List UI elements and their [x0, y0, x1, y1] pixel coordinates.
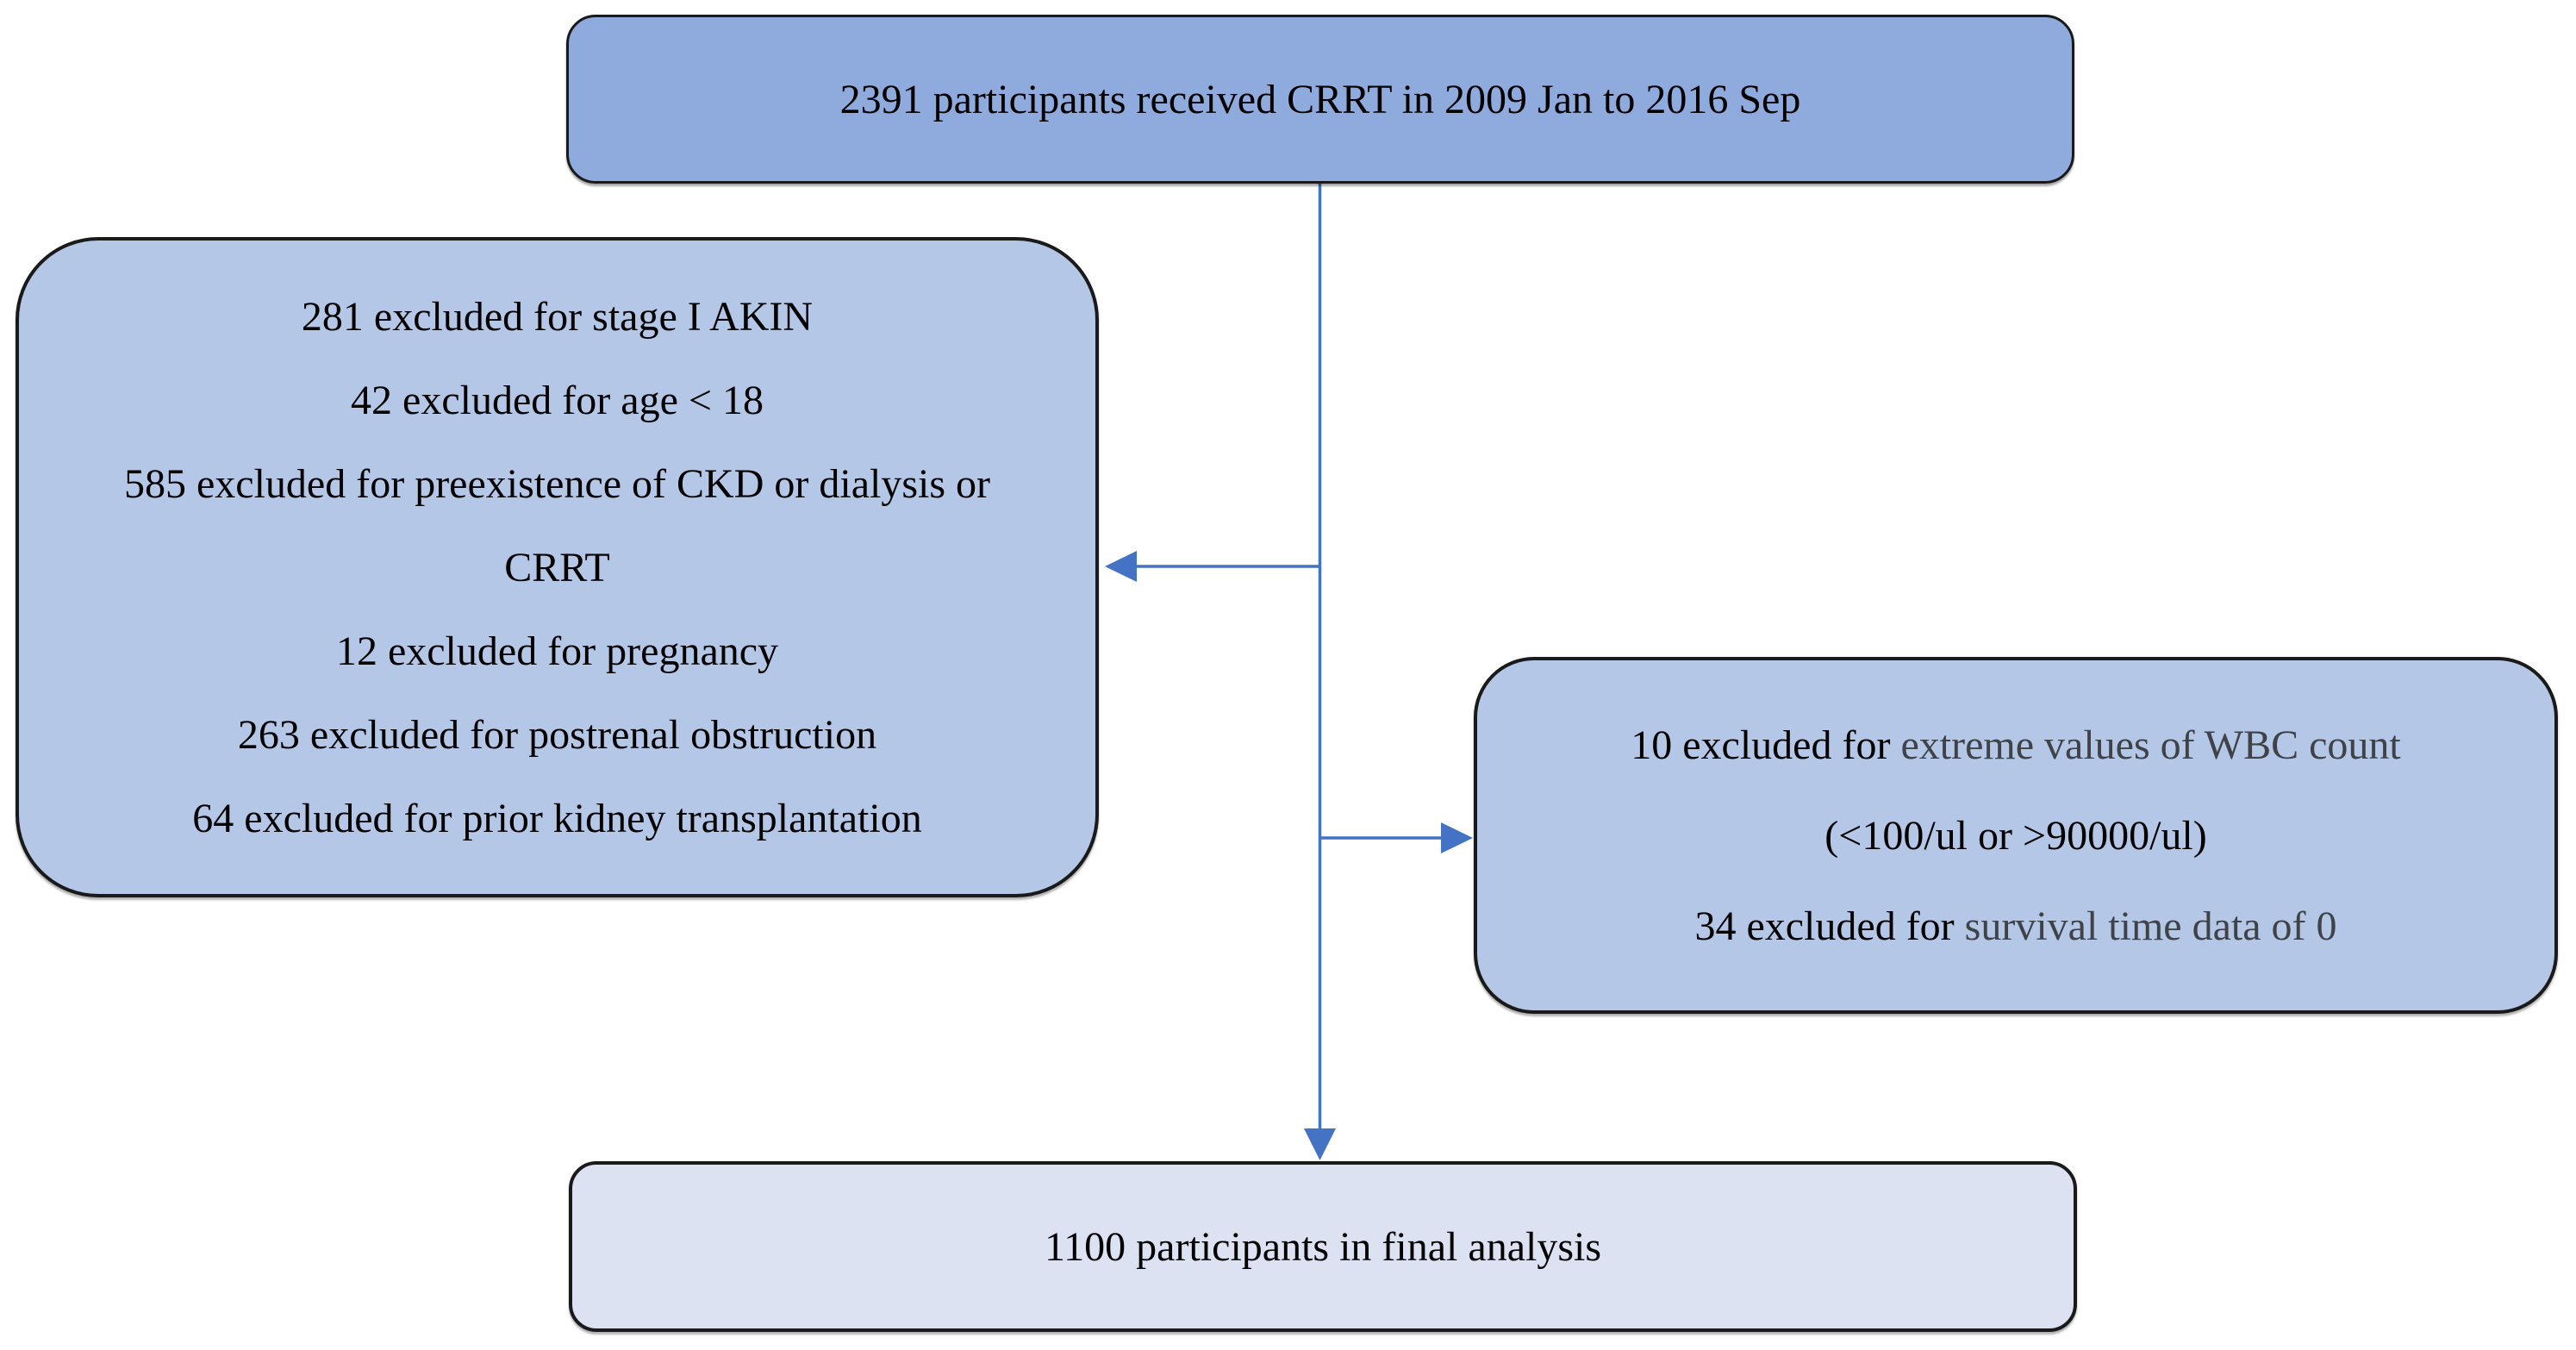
exclusion-line-wbc-range: (<100/ul or >90000/ul): [1824, 812, 2207, 859]
exclusion-survival-prefix: 34 excluded for: [1694, 903, 1965, 949]
exclusion-survival-detail: survival time data of 0: [1964, 903, 2337, 949]
exclusion-wbc-prefix: 10 excluded for: [1631, 722, 1901, 768]
exclusion-line-ckd-dialysis-wrap: CRRT: [504, 544, 610, 591]
primary-exclusion-box: 281 excluded for stage I AKIN 42 exclude…: [16, 237, 1099, 897]
exclusion-wbc-detail: extreme values of WBC count: [1900, 722, 2401, 768]
arrowhead-right-icon: [1441, 822, 1473, 853]
arrowhead-down-icon: [1304, 1128, 1336, 1160]
exclusion-line-transplant: 64 excluded for prior kidney transplanta…: [192, 795, 922, 841]
exclusion-line-survival: 34 excluded for survival time data of 0: [1477, 881, 2554, 972]
secondary-exclusion-box: 10 excluded for extreme values of WBC co…: [1474, 657, 2558, 1014]
exclusion-line-pregnancy: 12 excluded for pregnancy: [335, 628, 779, 674]
exclusion-line-ckd-dialysis: 585 excluded for preexistence of CKD or …: [123, 460, 991, 507]
arrowhead-left-icon: [1105, 551, 1137, 582]
exclusion-line-postrenal: 263 excluded for postrenal obstruction: [237, 711, 877, 758]
exclusion-line-age: 42 excluded for age < 18: [351, 377, 764, 423]
exclusion-line-stage-akin: 281 excluded for stage I AKIN: [301, 293, 814, 340]
enrollment-box: 2391 participants received CRRT in 2009 …: [566, 15, 2074, 184]
final-analysis-text: 1100 participants in final analysis: [1044, 1223, 1602, 1270]
enrollment-text: 2391 participants received CRRT in 2009 …: [839, 76, 1801, 122]
final-analysis-box: 1100 participants in final analysis: [569, 1161, 2077, 1332]
exclusion-line-wbc: 10 excluded for extreme values of WBC co…: [1477, 700, 2554, 791]
